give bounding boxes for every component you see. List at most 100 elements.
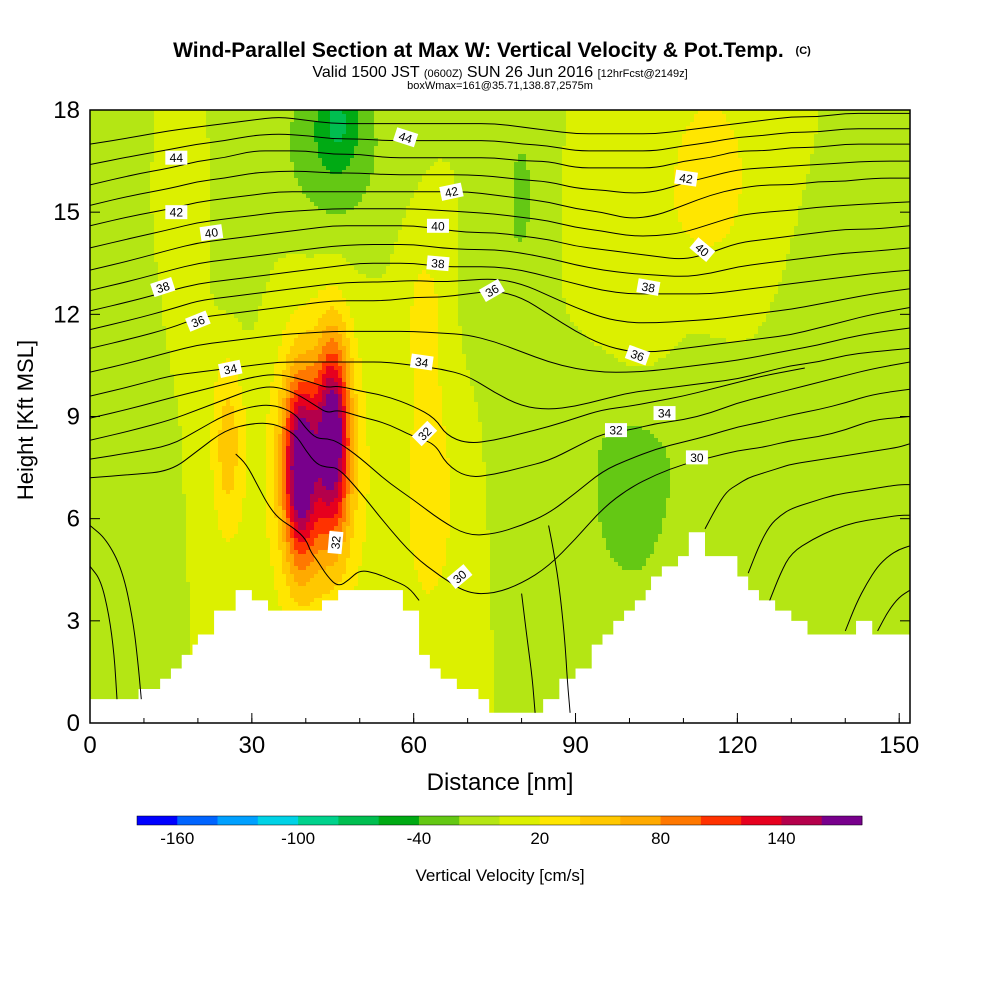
- heat-cell: [122, 250, 127, 255]
- heat-cell: [198, 554, 203, 559]
- heat-cell: [174, 410, 179, 415]
- heat-cell: [162, 642, 167, 647]
- heat-cell: [106, 466, 111, 471]
- heat-cell: [182, 234, 187, 239]
- heat-cell: [154, 126, 159, 131]
- heat-cell: [114, 206, 119, 211]
- heat-cell: [110, 578, 115, 583]
- heat-cell: [178, 334, 183, 339]
- heat-cell: [122, 142, 127, 147]
- heat-cell: [118, 630, 123, 635]
- heat-cell: [94, 522, 99, 527]
- heat-cell: [106, 294, 111, 299]
- heat-cell: [118, 182, 123, 187]
- heat-cell: [186, 450, 191, 455]
- heat-cell: [190, 586, 195, 591]
- heat-cell: [210, 506, 215, 511]
- heat-cell: [122, 446, 127, 451]
- heat-cell: [114, 346, 119, 351]
- heat-cell: [118, 486, 123, 491]
- heat-cell: [210, 454, 215, 459]
- heat-cell: [158, 174, 163, 179]
- heat-cell: [146, 158, 151, 163]
- heat-cell: [118, 498, 123, 503]
- heat-cell: [170, 534, 175, 539]
- heat-cell: [158, 454, 163, 459]
- heat-cell: [186, 470, 191, 475]
- heat-cell: [166, 430, 171, 435]
- heat-cell: [118, 622, 123, 627]
- heat-cell: [106, 254, 111, 259]
- heat-cell: [114, 194, 119, 199]
- heat-cell: [130, 454, 135, 459]
- heat-cell: [98, 290, 103, 295]
- heat-cell: [114, 214, 119, 219]
- heat-cell: [210, 350, 215, 355]
- heat-cell: [178, 522, 183, 527]
- heat-cell: [174, 194, 179, 199]
- heat-cell: [138, 242, 143, 247]
- chart-title-mark: (C): [796, 45, 812, 57]
- heat-cell: [110, 558, 115, 563]
- heat-cell: [158, 602, 163, 607]
- heat-cell: [150, 174, 155, 179]
- heat-cell: [206, 366, 211, 371]
- heat-cell: [174, 170, 179, 175]
- heat-cell: [162, 482, 167, 487]
- heat-cell: [106, 326, 111, 331]
- heat-cell: [146, 386, 151, 391]
- heat-cell: [106, 310, 111, 315]
- heat-cell: [126, 418, 131, 423]
- heat-cell: [174, 570, 179, 575]
- heat-cell: [194, 618, 199, 623]
- heat-cell: [142, 286, 147, 291]
- heat-cell: [210, 122, 215, 127]
- heat-cell: [158, 214, 163, 219]
- heat-cell: [178, 342, 183, 347]
- heat-cell: [134, 366, 139, 371]
- heat-cell: [94, 410, 99, 415]
- heat-cell: [178, 166, 183, 171]
- heat-cell: [186, 278, 191, 283]
- heat-cell: [170, 422, 175, 427]
- heat-cell: [194, 474, 199, 479]
- heat-cell: [126, 642, 131, 647]
- heat-cell: [182, 550, 187, 555]
- heat-cell: [206, 326, 211, 331]
- heat-cell: [190, 274, 195, 279]
- heat-cell: [142, 394, 147, 399]
- heat-cell: [194, 606, 199, 611]
- heat-cell: [186, 546, 191, 551]
- heat-cell: [174, 554, 179, 559]
- heat-cell: [126, 578, 131, 583]
- heat-cell: [182, 274, 187, 279]
- heat-cell: [118, 258, 123, 263]
- heat-cell: [190, 226, 195, 231]
- heat-cell: [162, 558, 167, 563]
- heat-cell: [218, 298, 223, 303]
- heat-cell: [154, 574, 159, 579]
- heat-cell: [206, 602, 211, 607]
- heat-cell: [130, 462, 135, 467]
- heat-cell: [202, 302, 207, 307]
- heat-cell: [214, 350, 219, 355]
- heat-cell: [110, 290, 115, 295]
- heat-cell: [130, 142, 135, 147]
- subtitle-fcst: [12hrFcst@2149z]: [598, 68, 688, 80]
- heat-cell: [154, 530, 159, 535]
- heat-cell: [150, 158, 155, 163]
- heat-cell: [110, 570, 115, 575]
- heat-cell: [138, 502, 143, 507]
- heat-cell: [118, 646, 123, 651]
- heat-cell: [198, 366, 203, 371]
- heat-cell: [174, 238, 179, 243]
- heat-cell: [134, 610, 139, 615]
- heat-cell: [190, 622, 195, 627]
- heat-cell: [126, 114, 131, 119]
- heat-cell: [202, 566, 207, 571]
- heat-cell: [198, 466, 203, 471]
- heat-cell: [106, 486, 111, 491]
- heat-cell: [154, 522, 159, 527]
- heat-cell: [106, 350, 111, 355]
- heat-cell: [134, 430, 139, 435]
